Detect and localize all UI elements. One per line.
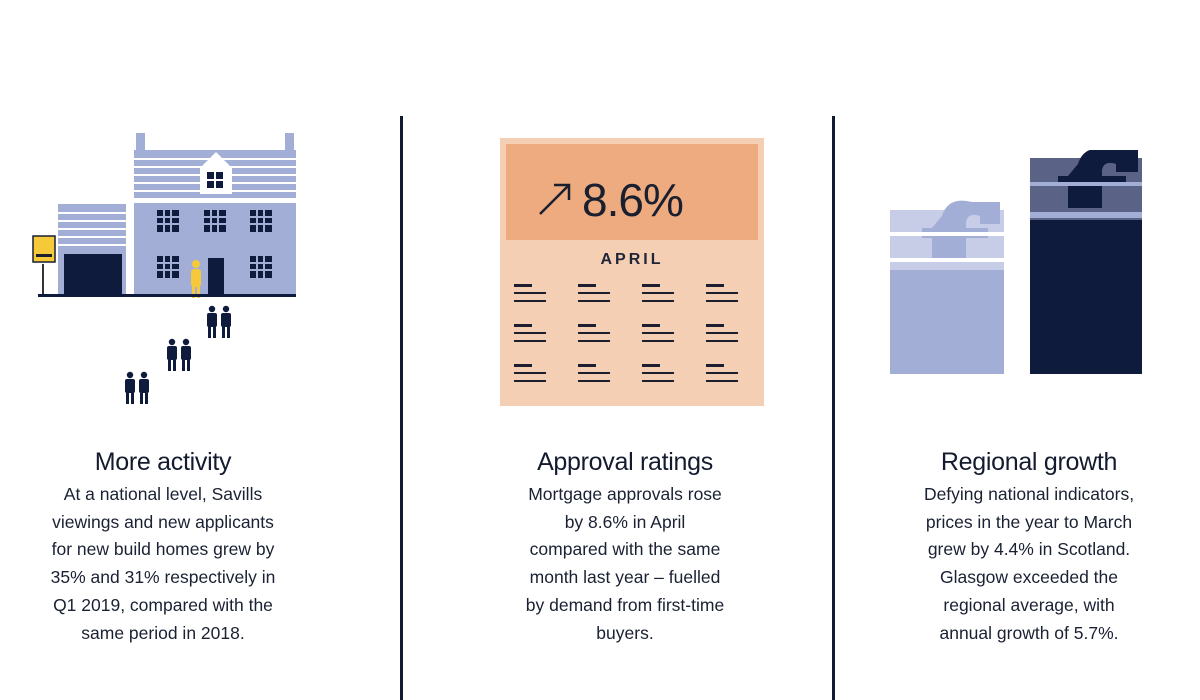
card-title: Regional growth — [940, 448, 1118, 476]
calendar-entry-dash — [514, 284, 532, 287]
people-pair-icon — [125, 305, 231, 404]
calendar-entry-dash — [706, 332, 738, 334]
calendar-entry-dash — [514, 364, 532, 367]
calendar-month: APRIL — [601, 251, 664, 268]
calendar-entry-dash — [514, 372, 546, 374]
calendar-illustration: 8.6% APRIL — [500, 138, 764, 406]
arrow-up-right-icon — [539, 183, 571, 215]
calendar-entry-dash — [578, 372, 610, 374]
calendar-entry-dash — [578, 340, 610, 342]
calendar-entry-dash — [578, 300, 610, 302]
calendar-entry-dash — [642, 364, 660, 367]
calendar-entry-dash — [514, 340, 546, 342]
calendar-entry-dash — [578, 284, 596, 287]
calendar-entry-dash — [642, 372, 674, 374]
calendar-entry-dash — [578, 324, 596, 327]
card-regional-growth: Regional growth Defying national indicat… — [884, 448, 1174, 647]
calendar-entry-dash — [706, 380, 738, 382]
divider-right — [832, 116, 835, 700]
calendar-entry-dash — [642, 324, 660, 327]
calendar-entry-dash — [578, 380, 610, 382]
calendar-entry-dash — [578, 332, 610, 334]
house-illustration — [30, 128, 300, 420]
calendar-entry-dash — [706, 364, 724, 367]
calendar-entry-dash — [514, 380, 546, 382]
calendar-entry-dash — [514, 300, 546, 302]
card-body: Mortgage approvals rose by 8.6% in April… — [525, 484, 725, 643]
calendar-entry-dash — [514, 292, 546, 294]
card-title: More activity — [94, 448, 232, 476]
card-body: Defying national indicators, prices in t… — [923, 484, 1135, 643]
coins-illustration — [884, 148, 1148, 380]
calendar-entry-dash — [706, 284, 724, 287]
divider-left — [400, 116, 403, 700]
card-approval-ratings: Approval ratings Mortgage approvals rose… — [480, 448, 770, 647]
calendar-entry-dash — [642, 292, 674, 294]
card-body: At a national level, Savills viewings an… — [50, 484, 276, 643]
calendar-entry-dash — [706, 340, 738, 342]
calendar-entry-dash — [706, 372, 738, 374]
calendar-entry-dash — [642, 380, 674, 382]
calendar-entry-dash — [706, 324, 724, 327]
calendar-value: 8.6% — [582, 174, 683, 226]
calendar-entry-dash — [578, 364, 596, 367]
calendar-icon: 8.6% APRIL — [500, 138, 764, 406]
calendar-entry-dash — [706, 292, 738, 294]
calendar-entry-dash — [514, 324, 532, 327]
calendar-entry-dash — [642, 332, 674, 334]
calendar-entry-dash — [642, 340, 674, 342]
calendar-entry-dash — [642, 284, 660, 287]
house-icon — [32, 133, 296, 404]
pound-coin-stack-icon — [890, 148, 1142, 374]
calendar-entry-dash — [706, 300, 738, 302]
calendar-entry-dash — [514, 332, 546, 334]
calendar-entry-dash — [578, 292, 610, 294]
card-title: Approval ratings — [537, 448, 713, 476]
calendar-grid — [514, 284, 738, 382]
card-more-activity: More activity At a national level, Savil… — [18, 448, 308, 647]
calendar-entry-dash — [642, 300, 674, 302]
